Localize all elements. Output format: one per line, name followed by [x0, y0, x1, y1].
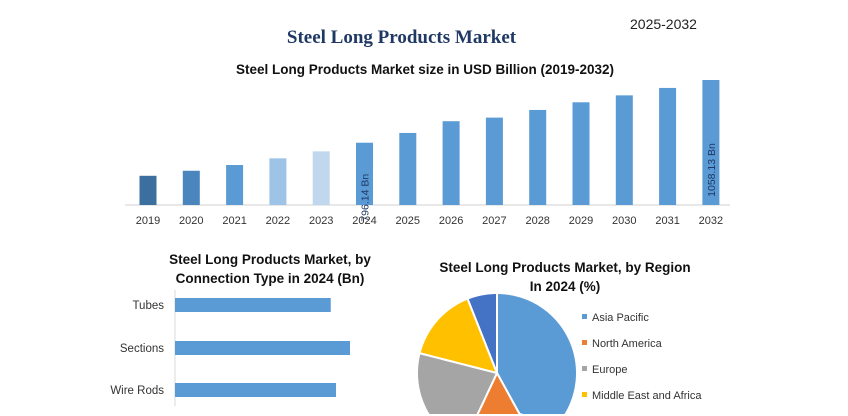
bar-2031 [659, 87, 677, 205]
x-tick-label: 2023 [309, 215, 333, 227]
x-tick-label: 2027 [482, 215, 506, 227]
region-chart-title: Steel Long Products Market, by Region In… [400, 258, 730, 296]
bar-2026 [442, 121, 460, 205]
legend-swatch [582, 366, 587, 371]
forecast-period: 2025-2032 [630, 16, 697, 32]
x-tick-label: 2022 [266, 215, 290, 227]
region-pie-chart: Asia Pacific North America Europe Middle Ea… [416, 292, 702, 416]
connection-bar-chart: Tubes Sections Wire Rods [110, 290, 350, 406]
x-tick-label: 2029 [569, 215, 593, 227]
bar-2025 [399, 132, 417, 205]
region-title-line-2: In 2024 (%) [529, 279, 601, 294]
bar-sections [175, 341, 350, 355]
bar-2023 [312, 151, 330, 205]
category-label: Tubes [132, 300, 164, 312]
bar-2022 [269, 158, 287, 205]
x-tick-label: 2025 [396, 215, 420, 227]
bar-2032 [702, 80, 720, 205]
bar-2028 [529, 109, 547, 205]
connection-title-line-1: Steel Long Products Market, by [169, 252, 371, 267]
legend-label: Asia Pacific [592, 312, 649, 324]
connection-title-line-2: Connection Type in 2024 (Bn) [175, 271, 365, 286]
x-tick-label: 2024 [352, 215, 376, 227]
x-tick-label: 2032 [699, 215, 723, 227]
x-tick-label: 2031 [655, 215, 679, 227]
bar-2027 [485, 117, 503, 205]
bar-2021 [226, 165, 244, 205]
x-tick-label: 2021 [222, 215, 246, 227]
legend-label: Europe [592, 364, 627, 376]
legend-swatch [582, 392, 587, 397]
bar-2020 [182, 170, 200, 205]
pie-slice-other [466, 292, 498, 374]
x-tick-label: 2020 [179, 215, 203, 227]
legend-swatch [582, 314, 587, 319]
connection-chart-title: Steel Long Products Market, by Connectio… [140, 250, 400, 288]
region-title-line-1: Steel Long Products Market, by Region [439, 260, 691, 275]
x-tick-label: 2030 [612, 215, 636, 227]
data-label-2024: 796.14 Bn [360, 174, 372, 222]
x-tick-label: 2026 [439, 215, 463, 227]
bar-2019 [139, 175, 157, 205]
category-label: Wire Rods [110, 385, 164, 397]
x-tick-label: 2019 [136, 215, 160, 227]
pie-slice-asia-pacific [496, 292, 578, 416]
data-label-2032: 1058.13 Bn [706, 143, 718, 197]
x-tick-label: 2028 [525, 215, 549, 227]
category-label: Sections [120, 343, 164, 355]
bar-2030 [615, 95, 633, 205]
bar-2029 [572, 102, 590, 205]
bar-wire-rods [175, 383, 336, 397]
bar-chart-title: Steel Long Products Market size in USD B… [235, 62, 615, 77]
bar-tubes [175, 298, 331, 312]
legend-swatch [582, 340, 587, 345]
main-title: Steel Long Products Market [286, 27, 517, 48]
bar-2024 [356, 142, 373, 205]
legend-label: North America [592, 338, 663, 350]
legend-label: Middle East and Africa [592, 390, 702, 402]
